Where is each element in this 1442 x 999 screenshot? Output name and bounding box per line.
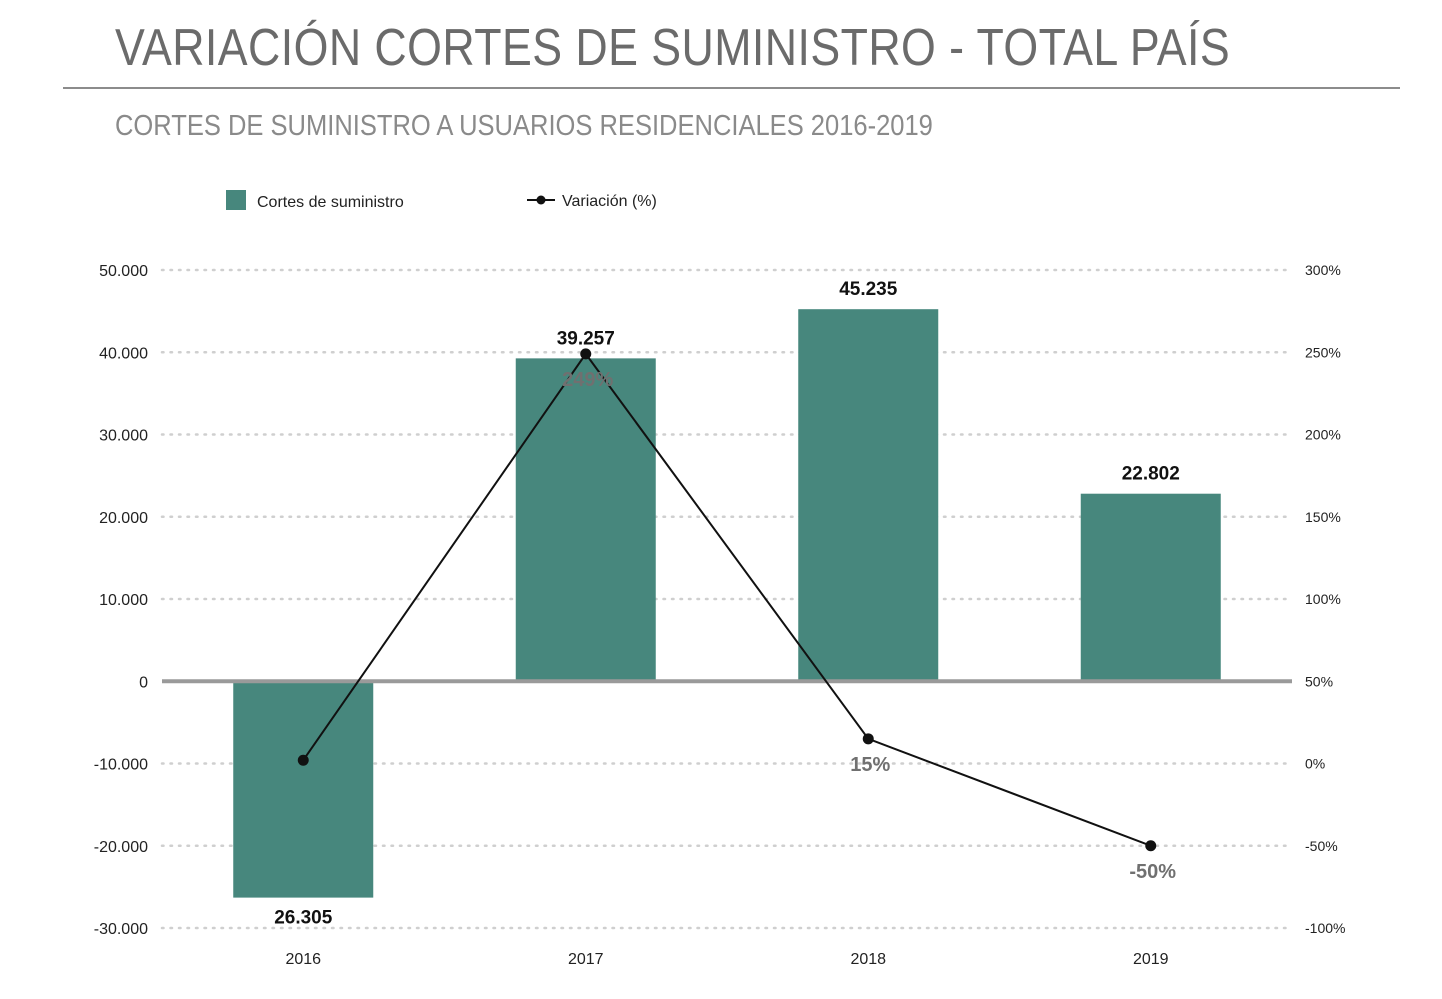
variation-point (297, 754, 309, 766)
x-axis-category-label: 2019 (1133, 951, 1169, 968)
legend-label-bars: Cortes de suministro (257, 194, 404, 211)
bar (798, 309, 939, 682)
left-axis-tick-label: 50.000 (99, 263, 148, 280)
title-divider (63, 87, 1400, 89)
right-axis-tick-label: -50% (1305, 838, 1338, 854)
variation-point (580, 348, 592, 360)
x-axis-category-label: 2018 (850, 951, 886, 968)
variation-line (302, 352, 1152, 847)
left-axis-tick-label: 0 (139, 674, 148, 691)
variation-point (1145, 840, 1157, 852)
left-axis-tick-label: -30.000 (94, 921, 148, 938)
bar (233, 681, 374, 898)
chart-subtitle: CORTES DE SUMINISTRO A USUARIOS RESIDENC… (115, 110, 933, 142)
bar-value-label: 26.305 (274, 908, 333, 929)
x-axis-category-label: 2016 (285, 951, 321, 968)
x-axis-category-label: 2017 (568, 951, 604, 968)
legend-label-line: Variación (%) (562, 193, 657, 210)
variation-point (862, 733, 874, 745)
bar-value-label: 45.235 (839, 279, 898, 300)
variation-value-label: 249% (562, 369, 613, 391)
right-axis-tick-label: 300% (1305, 262, 1341, 278)
left-axis-tick-label: 10.000 (99, 592, 148, 609)
chart-title: VARIACIÓN CORTES DE SUMINISTRO - TOTAL P… (115, 19, 1231, 77)
legend-line-marker (536, 195, 546, 205)
right-axis-tick-label: 0% (1305, 756, 1325, 772)
left-axis-tick-label: -10.000 (94, 757, 148, 774)
left-axis-tick-label: 30.000 (99, 428, 148, 445)
left-axis-tick-label: -20.000 (94, 839, 148, 856)
left-axis-tick-label: 40.000 (99, 345, 148, 362)
right-axis-tick-label: 250% (1305, 344, 1341, 360)
left-axis-tick-label: 20.000 (99, 510, 148, 527)
right-axis-tick-label: 150% (1305, 509, 1341, 525)
right-axis-tick-label: 50% (1305, 673, 1333, 689)
bar-value-label: 39.257 (557, 328, 615, 349)
bar-value-label: 22.802 (1122, 464, 1180, 485)
right-axis-tick-label: 100% (1305, 591, 1341, 607)
bar (515, 358, 656, 682)
right-axis-tick-label: 200% (1305, 427, 1341, 443)
legend-bar-swatch (226, 190, 246, 210)
right-axis-tick-label: -100% (1305, 920, 1345, 936)
bar (1080, 493, 1221, 682)
variation-value-label: 15% (850, 754, 890, 776)
variation-value-label: -50% (1129, 861, 1176, 883)
